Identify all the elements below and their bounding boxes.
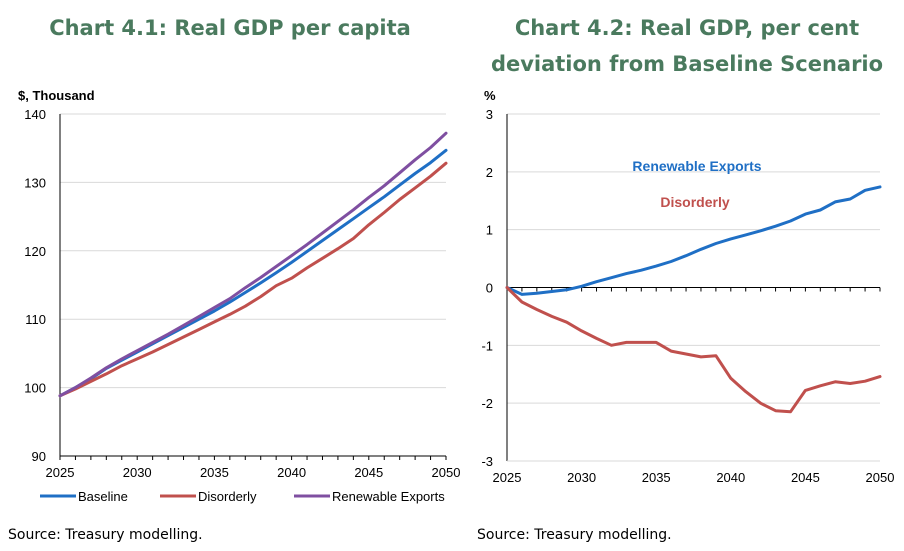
y-tick-label: 1 bbox=[486, 223, 493, 238]
series-line-disorderly bbox=[58, 161, 448, 398]
legend-label: Baseline bbox=[78, 489, 128, 504]
series-line-renewable-exports bbox=[505, 185, 882, 296]
y-tick-label: 110 bbox=[25, 312, 46, 327]
x-tick-label: 2035 bbox=[642, 470, 671, 485]
legend-label: Renewable Exports bbox=[332, 489, 445, 504]
series-label: Renewable Exports bbox=[632, 158, 761, 174]
y-tick-label: 130 bbox=[24, 175, 46, 190]
chart-2-title: Chart 4.2: Real GDP, per cent deviation … bbox=[490, 16, 884, 76]
y-tick-label: 3 bbox=[486, 107, 493, 122]
x-tick-label: 2045 bbox=[354, 465, 383, 480]
series-line-baseline bbox=[58, 148, 448, 398]
series-label: Disorderly bbox=[660, 194, 729, 210]
x-tick-label: 2030 bbox=[567, 470, 596, 485]
x-tick-label: 2030 bbox=[123, 465, 152, 480]
x-tick-label: 2040 bbox=[277, 465, 306, 480]
x-tick-label: 2025 bbox=[46, 465, 75, 480]
chart-1-title: Chart 4.1: Real GDP per capita bbox=[49, 16, 411, 40]
y-tick-label: 120 bbox=[24, 244, 46, 259]
x-tick-label: 2045 bbox=[791, 470, 820, 485]
x-tick-label: 2040 bbox=[716, 470, 745, 485]
series-line-disorderly bbox=[505, 286, 882, 414]
y-tick-label: -1 bbox=[481, 338, 493, 353]
series-line-renewable-exports bbox=[58, 131, 448, 398]
y-tick-label: 140 bbox=[24, 107, 46, 122]
x-tick-label: 2025 bbox=[493, 470, 522, 485]
x-tick-label: 2050 bbox=[866, 470, 895, 485]
y-axis-title: % bbox=[484, 88, 496, 103]
chart-2-source: Source: Treasury modelling. bbox=[477, 527, 672, 543]
chart-1-source: Source: Treasury modelling. bbox=[8, 527, 203, 543]
y-tick-label: -3 bbox=[481, 454, 493, 469]
y-tick-label: 100 bbox=[24, 381, 46, 396]
y-tick-label: -2 bbox=[481, 396, 493, 411]
y-tick-label: 90 bbox=[32, 449, 46, 464]
y-axis-title: $, Thousand bbox=[18, 88, 95, 103]
legend-label: Disorderly bbox=[198, 489, 257, 504]
x-tick-label: 2035 bbox=[200, 465, 229, 480]
y-tick-label: 0 bbox=[486, 281, 493, 296]
x-tick-label: 2050 bbox=[432, 465, 461, 480]
y-tick-label: 2 bbox=[486, 165, 493, 180]
